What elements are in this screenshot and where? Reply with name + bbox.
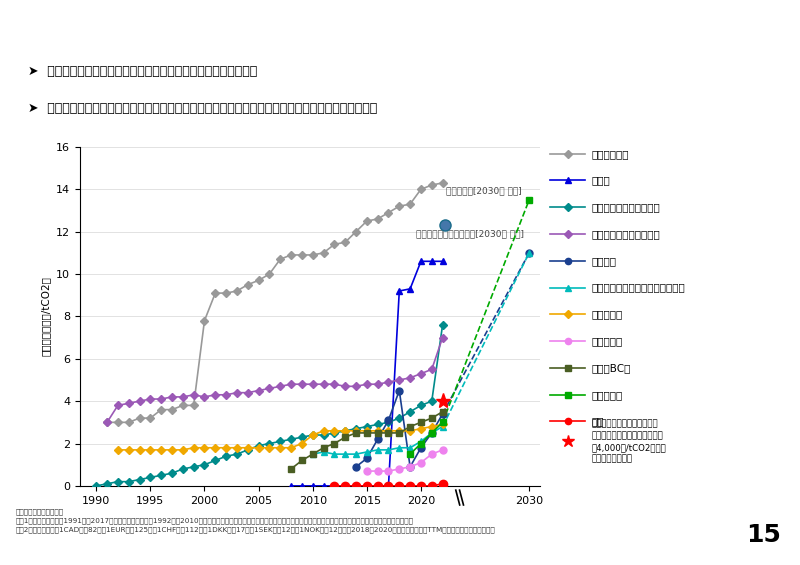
- Text: カナダ連邦[2030年 予定]: カナダ連邦[2030年 予定]: [446, 186, 522, 195]
- Text: 仮に、温対税に加え、他のエ
ネルギー税率を加味した場合、
約4,000円/tCO2（各種
税制の加重平均）: 仮に、温対税に加え、他のエ ネルギー税率を加味した場合、 約4,000円/tCO…: [592, 419, 666, 464]
- Text: カナダ連邦: カナダ連邦: [592, 390, 623, 399]
- Text: スイス: スイス: [592, 176, 610, 185]
- Text: （参考）主な炭素税導入国の炭素税率: （参考）主な炭素税導入国の炭素税率: [309, 16, 491, 34]
- Text: （出典）みずほ情報総研
（注1）スウェーデン（1991年～2017年）及びデンマーク（1992年～2010年）は産業用税率を設定していたが、ここでは標準税率を採: （出典）みずほ情報総研 （注1）スウェーデン（1991年～2017年）及びデンマ…: [16, 508, 496, 533]
- Text: 15: 15: [746, 523, 781, 547]
- Text: アイルランド（ガソリン・軽油）: アイルランド（ガソリン・軽油）: [592, 282, 686, 293]
- Y-axis label: 炭素税率（千円/tCO2）: 炭素税率（千円/tCO2）: [41, 276, 50, 357]
- Text: フランス、アイルランド[2030年 予定]: フランス、アイルランド[2030年 予定]: [415, 229, 523, 238]
- Text: ➤  多くの炭素税導入国において、税率の引上げが行われている。: ➤ 多くの炭素税導入国において、税率の引上げが行われている。: [27, 65, 257, 78]
- Text: ポルトガル: ポルトガル: [592, 336, 623, 346]
- Text: フランス: フランス: [592, 256, 617, 266]
- Text: 日本: 日本: [592, 416, 605, 427]
- Text: ➤  フランス、アイルランド及びカナダでは、中長期的に大幅な炭素税率の引上げが予定されている。: ➤ フランス、アイルランド及びカナダでは、中長期的に大幅な炭素税率の引上げが予定…: [27, 102, 377, 115]
- Text: カナダBC州: カナダBC州: [592, 363, 631, 373]
- Text: デンマーク: デンマーク: [592, 310, 623, 319]
- Text: スウェーデン: スウェーデン: [592, 149, 630, 159]
- Text: フィンランド（輸送用）: フィンランド（輸送用）: [592, 202, 661, 212]
- Text: ノルウェー（ガソリン）: ノルウェー（ガソリン）: [592, 229, 661, 239]
